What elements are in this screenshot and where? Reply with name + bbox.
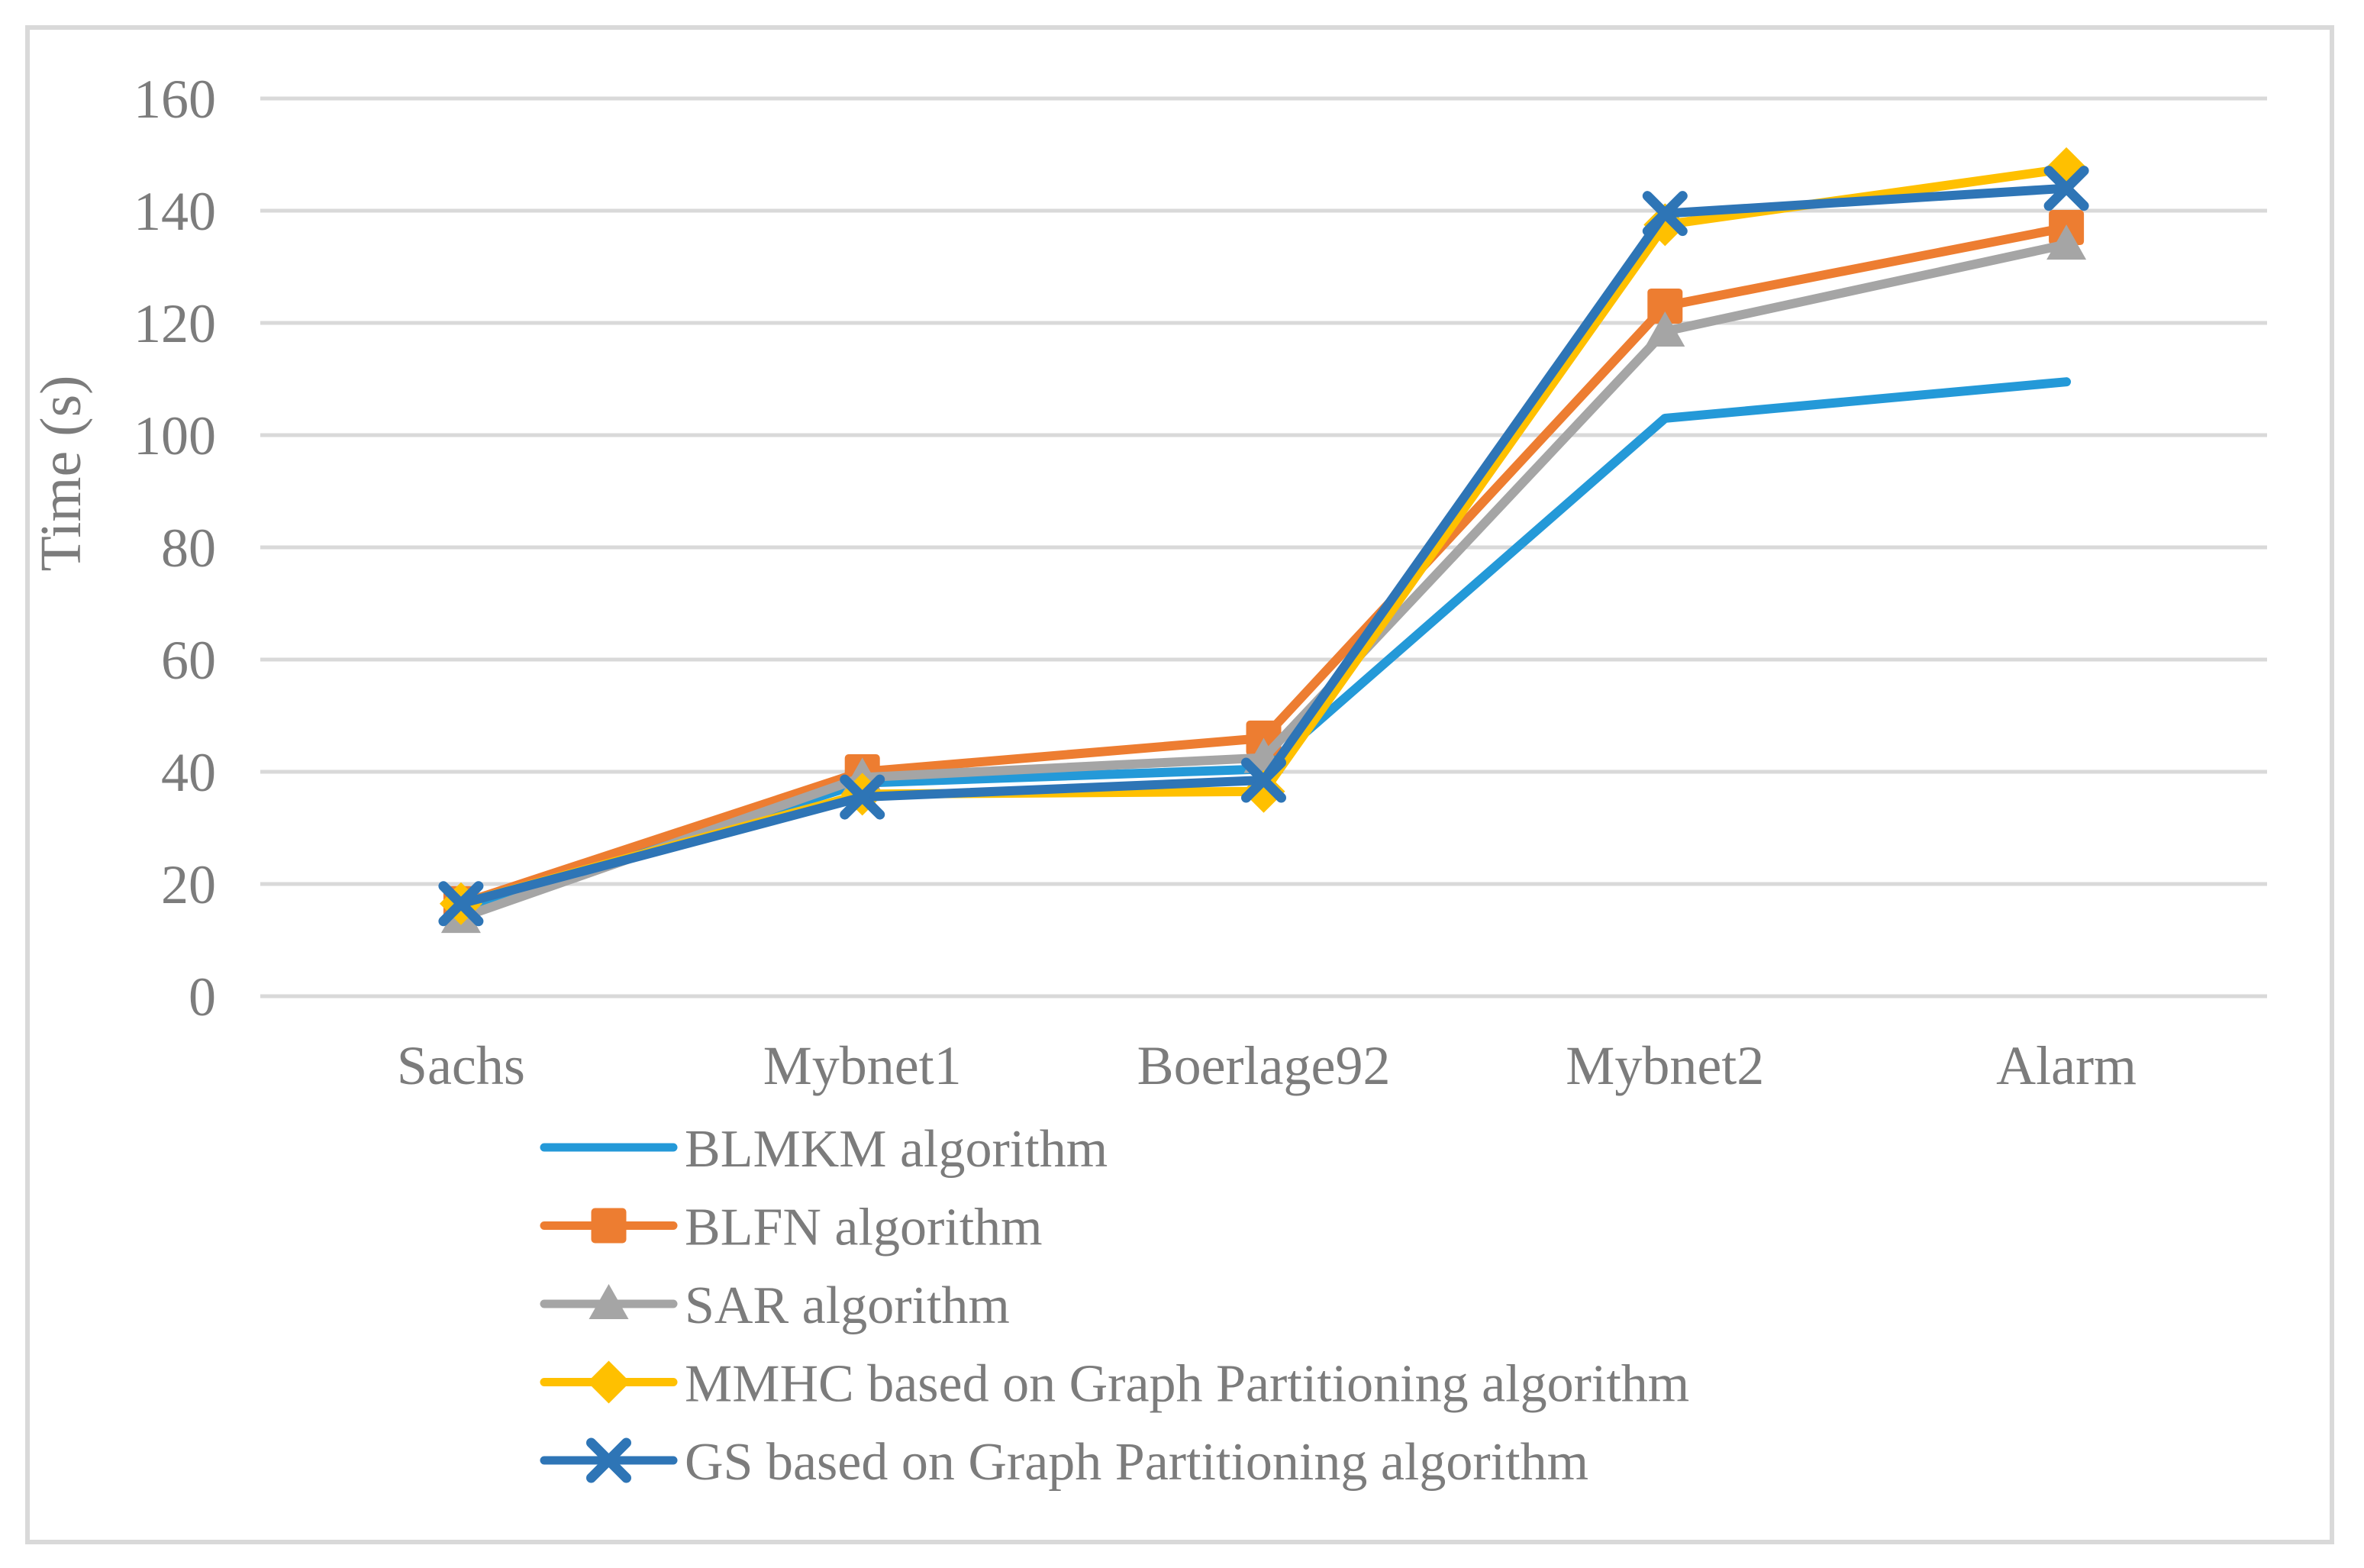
x-category-label: Sachs [397, 1035, 525, 1096]
gridlines [260, 96, 2267, 999]
x-marker [2043, 166, 2089, 211]
y-tick-label: 0 [189, 966, 216, 1028]
y-tick-label: 60 [161, 630, 216, 691]
y-axis-title: Time (s) [29, 376, 93, 572]
square-marker [591, 1208, 627, 1244]
y-tick-label: 20 [161, 854, 216, 915]
x-category-label: Mybnet2 [1566, 1035, 1764, 1096]
triangle-marker [1645, 311, 1685, 347]
x-marker [1241, 757, 1286, 803]
legend: BLMKM algorithm BLFN algorithm SAR algorit… [540, 1120, 1689, 1492]
data-series [438, 147, 2089, 934]
y-tick-label: 140 [134, 181, 216, 242]
chart-frame [25, 25, 2334, 1544]
triangle-marker [2046, 224, 2087, 260]
x-category-label: Boerlage92 [1137, 1035, 1391, 1096]
legend-item: SAR algorithm [540, 1276, 1010, 1335]
series-gs [438, 166, 2089, 927]
x-marker [1642, 191, 1688, 237]
x-category-label: Mybnet1 [763, 1035, 962, 1096]
series-mmhc [439, 147, 2088, 925]
triangle-marker [589, 1284, 629, 1319]
x-marker [840, 774, 885, 820]
diamond-marker [587, 1360, 631, 1404]
x-marker [438, 881, 484, 927]
y-tick-label: 80 [161, 518, 216, 579]
y-tick-label: 40 [161, 742, 216, 803]
legend-label: MMHC based on Graph Partitioning algorit… [685, 1355, 1689, 1414]
y-tick-label: 160 [134, 69, 216, 130]
series-blfn [443, 210, 2085, 921]
series-line [456, 240, 2072, 923]
y-tick-label: 100 [134, 405, 216, 466]
legend-item: BLMKM algorithm [540, 1120, 1108, 1179]
y-axis-tick-labels: 0 20 40 60 80 100 120 140 160 [134, 69, 216, 1028]
legend-item: BLFN algorithm [540, 1199, 1043, 1257]
legend-item: MMHC based on Graph Partitioning algorit… [540, 1355, 1689, 1414]
legend-item: GS based on Graph Partitioning algorithm [540, 1433, 1588, 1492]
legend-label: GS based on Graph Partitioning algorithm [685, 1433, 1588, 1492]
x-category-label: Alarm [1996, 1035, 2137, 1096]
legend-label: BLFN algorithm [685, 1199, 1043, 1257]
x-marker [586, 1437, 631, 1483]
square-marker [1647, 288, 1683, 324]
legend-label: BLMKM algorithm [685, 1120, 1108, 1179]
x-axis-category-labels: Sachs Mybnet1 Boerlage92 Mybnet2 Alarm [397, 1035, 2137, 1096]
y-tick-label: 120 [134, 293, 216, 354]
legend-label: SAR algorithm [685, 1276, 1010, 1335]
